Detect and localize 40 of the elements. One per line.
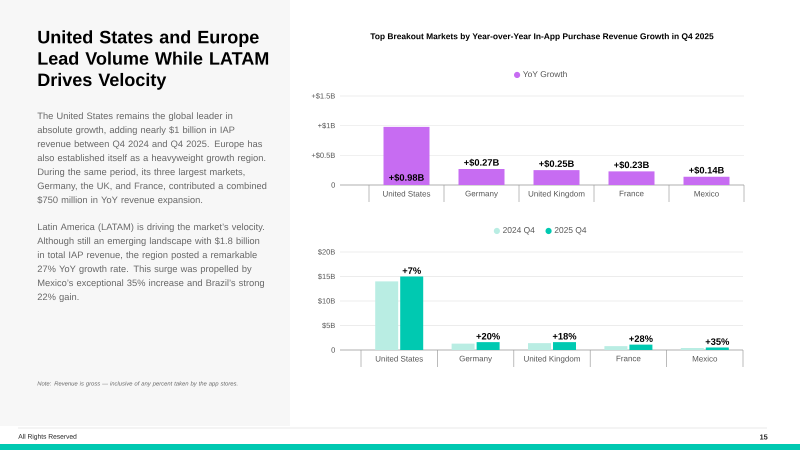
bar [476, 342, 500, 350]
annotation: +28% [629, 335, 653, 342]
text: The United States remains the global leader in absolute growth, adding nearly $1 billion in IAP revenue between Q4 2024 and Q4 2025. Europe has also established itself as a heavyweight growth region. During the same period, its three largest markets, Germany, the UK, and France, contributed a combined $750 million in YoY revenue expansion. [37, 112, 266, 205]
bar [604, 346, 628, 350]
bar [553, 342, 576, 350]
bar [684, 176, 730, 185]
bar [629, 344, 652, 350]
bar [528, 343, 551, 350]
bar [608, 171, 655, 185]
annotation: +18% [552, 332, 576, 340]
data-label: +$0.27B [464, 158, 499, 166]
bar [384, 126, 430, 185]
x-tick-label: United Kingdom [528, 190, 584, 198]
legend-label: 2024 Q4 [503, 227, 535, 235]
data-label: +$0.23B [614, 161, 649, 169]
x-tick-label: Mexico [694, 190, 719, 197]
x-tick-label: United Kingdom [524, 356, 580, 364]
x-tick-label: Mexico [692, 356, 718, 362]
x-tick-label: France [616, 356, 640, 362]
annotation: +35% [706, 338, 730, 345]
annotation: +20% [476, 332, 500, 340]
x-tick-label: United States [376, 356, 423, 362]
legend-label: 2025 Q4 [554, 227, 586, 235]
bar [400, 276, 424, 350]
data-label: +$0.25B [539, 160, 574, 168]
x-tick-label: Germany [460, 356, 492, 363]
data-label: +$0.14B [689, 166, 724, 174]
x-tick-label: Germany [465, 190, 498, 198]
annotation: +7% [402, 267, 421, 274]
chart-title: Top Breakout Markets by Year-over-Year In-App Purchase Revenue Growth in Q4 2025 [370, 33, 714, 41]
text: United States and Europe Lead Volume While LATAM Drives Velocity [38, 30, 268, 90]
bar [534, 170, 580, 185]
x-tick-label: France [620, 190, 644, 196]
x-tick-label: United States [383, 190, 430, 197]
bar [452, 344, 475, 350]
bar [375, 281, 398, 350]
bar [458, 168, 505, 185]
data-label: +$0.98B [389, 174, 424, 182]
legend-label: YoY Growth [523, 70, 567, 78]
text: Latin America (LATAM) is driving the market’s velocity. Although still an emerging landscape with $1.8 billion in total IAP revenue, the region posted a remarkable 27% YoY growth rate. This surge was propelled by Mexico’s exceptional 35% increase and Brazil’s strong 22% gain. [37, 223, 264, 302]
